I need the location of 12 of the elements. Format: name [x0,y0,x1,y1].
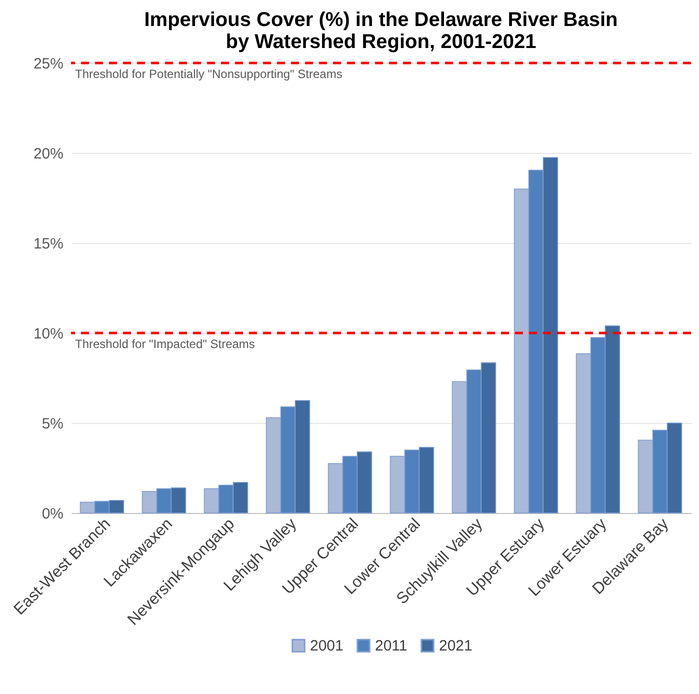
y-tick-label: 0% [42,506,64,522]
y-tick-label: 5% [42,416,64,432]
legend-label: 2001 [310,638,344,655]
ref-line-label: Threshold for "Impacted" Streams [75,337,255,351]
legend-label: 2011 [375,638,408,655]
chart-title: Impervious Cover (%) in the Delaware River Basin by Watershed Region, 2001-2021 [144,9,618,53]
y-tick-label: 20% [33,146,64,162]
ref-line-label: Threshold for Potentially "Nonsupporting" Streams [75,67,342,81]
y-tick-label: 10% [33,326,64,342]
y-tick-label: 15% [33,236,64,252]
legend-label: 2021 [439,638,472,655]
y-tick-label: 25% [33,56,64,72]
